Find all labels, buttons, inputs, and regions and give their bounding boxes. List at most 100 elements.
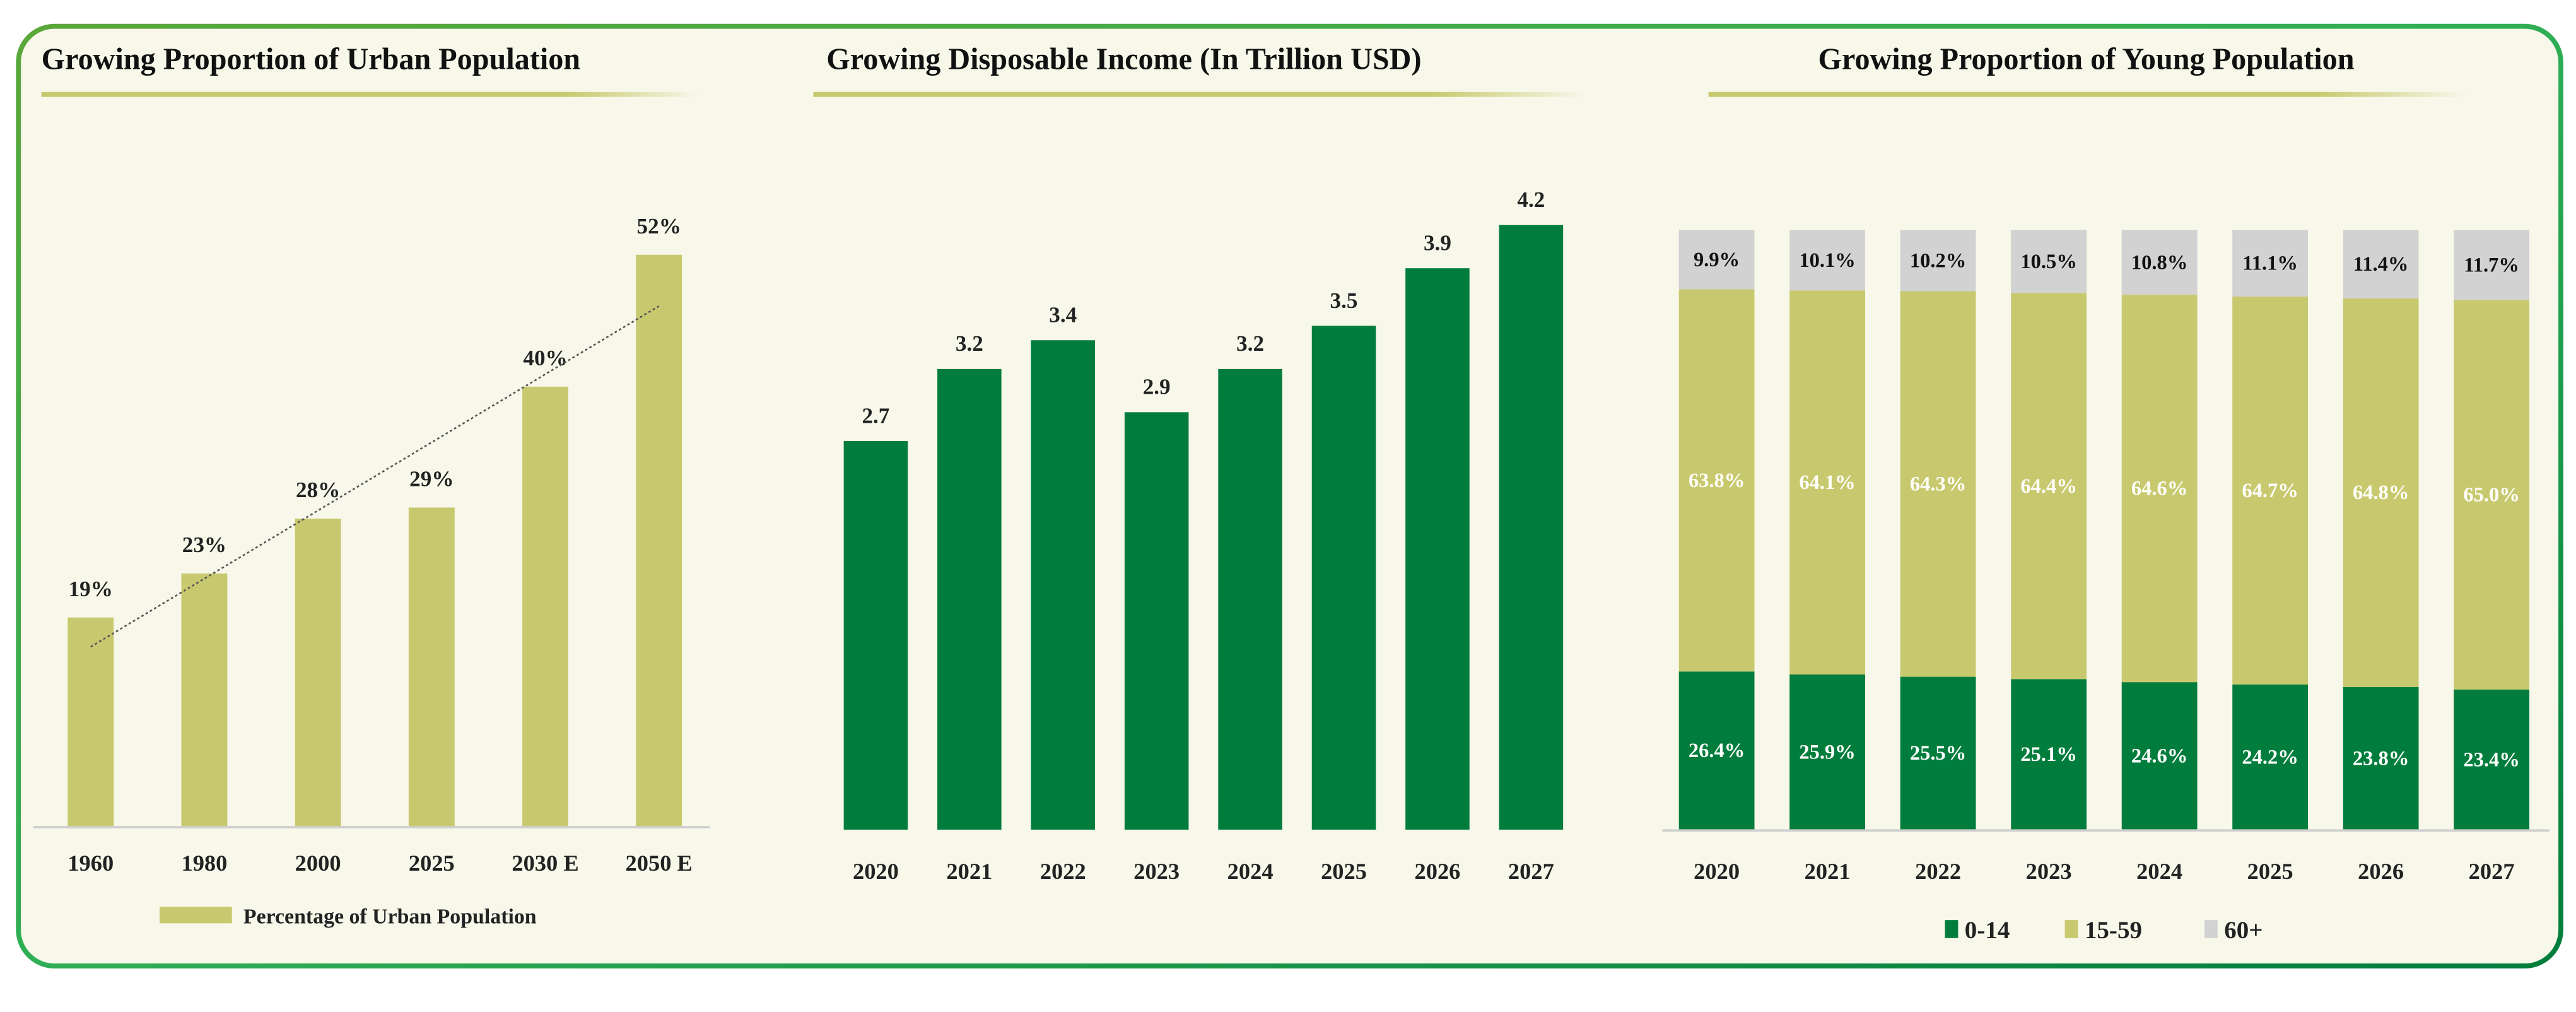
x-tick-label: 2020 (853, 859, 899, 884)
young-population-chart: Growing Proportion of Young Population 2… (1662, 42, 2550, 944)
x-tick-label: 1960 (67, 850, 114, 876)
bar-segment-0-14 (2343, 686, 2419, 830)
legend-swatch (1945, 920, 1958, 938)
legend-label: 0-14 (1965, 917, 2010, 944)
title-underline (41, 91, 699, 97)
data-label: 2.9 (1143, 375, 1171, 399)
data-label: 10.1% (1799, 249, 1855, 272)
bar-segment-0-14 (1678, 671, 1755, 830)
x-tick-label: 2021 (946, 859, 992, 884)
x-tick-label: 2025 (2247, 859, 2293, 884)
bar-segment-0-14 (1789, 674, 1866, 830)
data-label: 28% (296, 478, 340, 502)
bar-segment-60+ (1900, 230, 1976, 291)
bar-segment-60+ (2121, 230, 2198, 295)
bar (1218, 368, 1282, 830)
bar (1405, 268, 1470, 830)
data-label: 10.8% (2131, 251, 2187, 274)
chart-title: Growing Disposable Income (In Trillion U… (826, 42, 1421, 76)
bar-segment-15-59 (1900, 291, 1976, 677)
bar-segment-60+ (2454, 230, 2530, 300)
data-label: 2.7 (862, 403, 889, 428)
chart-title: Growing Proportion of Young Population (1818, 42, 2354, 76)
bar-segment-15-59 (2121, 295, 2198, 683)
data-label: 23.8% (2353, 747, 2409, 770)
data-label: 64.8% (2353, 481, 2409, 504)
bar (1499, 225, 1564, 830)
data-label: 4.2 (1517, 187, 1545, 212)
data-label: 24.6% (2131, 744, 2187, 767)
bar-segment-0-14 (2121, 682, 2198, 830)
x-tick-label: 2022 (1040, 859, 1086, 884)
data-label: 19% (69, 577, 113, 601)
bar (843, 440, 908, 830)
legend-swatch (2064, 920, 2078, 938)
trendline (90, 305, 660, 648)
x-tick-label: 2020 (1694, 859, 1740, 884)
bar (67, 617, 114, 827)
data-label: 40% (523, 346, 567, 370)
data-label: 64.6% (2131, 478, 2187, 500)
bar (295, 518, 341, 827)
legend-label: Percentage of Urban Population (243, 905, 537, 928)
x-tick-label: 2024 (1227, 859, 1273, 884)
data-label: 64.3% (1910, 473, 1966, 495)
bar-segment-0-14 (1900, 676, 1976, 830)
x-tick-label: 2050 E (626, 850, 693, 876)
legend-swatch (2204, 920, 2218, 938)
data-label: 3.5 (1330, 288, 1358, 313)
title-underline (813, 91, 1586, 97)
bar-segment-60+ (2232, 230, 2309, 297)
bar-segment-60+ (1678, 230, 1755, 290)
chart-title: Growing Proportion of Urban Population (42, 42, 581, 76)
x-tick-label: 2021 (1805, 859, 1851, 884)
x-tick-label: 2025 (409, 850, 455, 876)
data-label: 52% (637, 214, 681, 238)
bar-segment-15-59 (1789, 290, 1866, 675)
x-tick-label: 1980 (182, 850, 228, 876)
bar-segment-15-59 (1678, 289, 1755, 672)
data-label: 26.4% (1689, 739, 1745, 762)
bar-segment-0-14 (2232, 684, 2309, 830)
bar-segment-0-14 (2454, 689, 2530, 830)
data-label: 11.1% (2242, 252, 2298, 275)
bar-segment-15-59 (2232, 297, 2309, 685)
data-label: 25.5% (1910, 742, 1966, 765)
data-label: 9.9% (1694, 249, 1740, 271)
data-label: 10.5% (2020, 250, 2076, 273)
bar (408, 507, 455, 827)
data-label: 64.4% (2020, 475, 2076, 498)
bar (181, 574, 228, 827)
bar-segment-60+ (2343, 230, 2419, 298)
x-tick-label: 2027 (2469, 859, 2515, 884)
data-label: 3.4 (1049, 303, 1077, 327)
data-label: 3.9 (1424, 231, 1451, 256)
urban-population-chart: Growing Proportion of Urban Population 1… (33, 42, 710, 928)
data-label: 3.2 (1236, 331, 1264, 356)
bar (522, 386, 568, 827)
bar-segment-60+ (2011, 230, 2087, 293)
data-label: 11.7% (2464, 254, 2519, 277)
data-label: 64.7% (2242, 480, 2298, 502)
x-tick-label: 2023 (1133, 859, 1180, 884)
data-label: 29% (409, 467, 454, 491)
bar (1311, 326, 1376, 830)
bar (937, 368, 1002, 830)
legend-label: 60+ (2224, 917, 2263, 944)
title-underline (1708, 91, 2468, 97)
x-tick-label: 2022 (1915, 859, 1961, 884)
x-tick-label: 2000 (295, 850, 341, 876)
x-tick-label: 2027 (1508, 859, 1554, 884)
bar (1124, 412, 1189, 830)
legend-label: 15-59 (2085, 917, 2142, 944)
bar (1031, 340, 1096, 830)
x-tick-label: 2026 (2358, 859, 2404, 884)
data-label: 65.0% (2463, 484, 2519, 507)
data-label: 64.1% (1799, 471, 1855, 494)
data-label: 10.2% (1910, 249, 1966, 272)
bar (636, 254, 682, 827)
bar-segment-0-14 (2011, 679, 2087, 830)
x-tick-label: 2025 (1321, 859, 1367, 884)
bar-segment-15-59 (2454, 300, 2530, 690)
